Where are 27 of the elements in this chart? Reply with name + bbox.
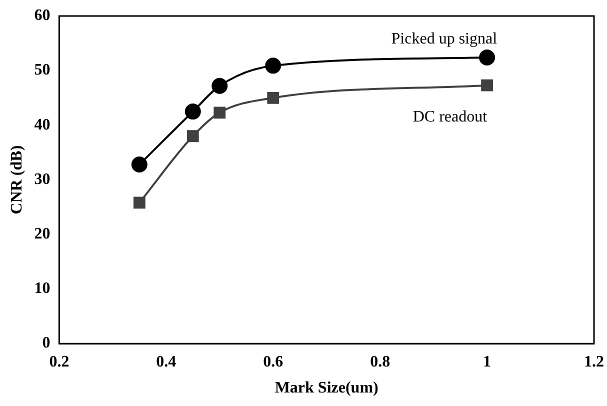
point [265,58,282,74]
y-tick-label: 50 [34,62,50,79]
point [133,196,146,209]
x-tick-label: 0.6 [263,353,284,370]
x-tick-label: 1 [483,353,492,370]
series-label: Picked up signal [391,30,498,48]
point [267,92,280,104]
x-tick-label: 0.4 [156,353,176,370]
y-tick-label: 10 [34,280,50,298]
series-label: DC readout [412,108,488,126]
point [479,49,496,66]
y-axis-title: CNR (dB) [8,145,26,214]
point [131,156,148,173]
point [184,104,201,120]
point [212,78,228,94]
x-axis-title: Mark Size(um) [274,380,378,397]
point [481,79,493,92]
x-tick-label: 1.2 [584,353,604,370]
y-tick-label: 60 [34,7,50,24]
y-tick-label: 30 [34,170,50,188]
y-tick-label: 0 [42,334,50,352]
y-tick-label: 20 [34,226,50,243]
x-tick-label: 0.2 [49,353,70,370]
point [186,130,199,142]
y-tick-label: 40 [34,116,50,134]
point [214,106,226,119]
x-tick-label: 0.8 [370,353,390,370]
